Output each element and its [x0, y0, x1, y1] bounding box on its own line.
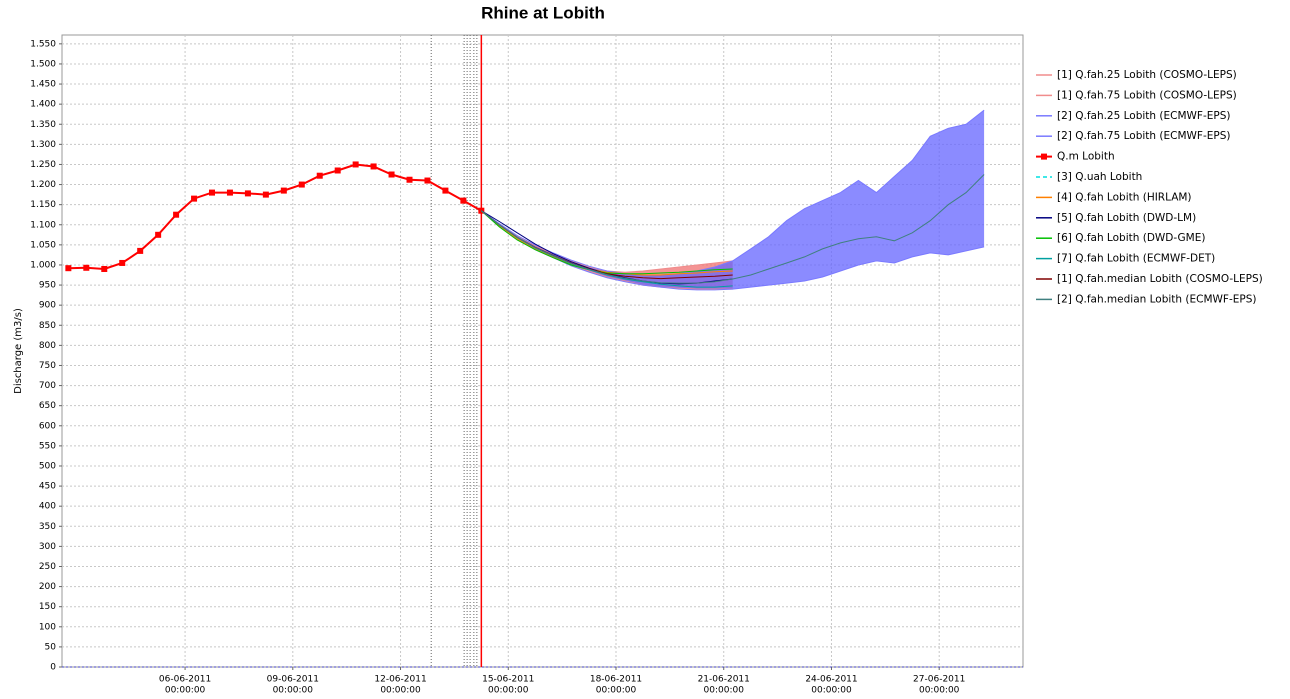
y-tick-label: 1.050: [30, 240, 56, 250]
data-point: [280, 187, 287, 194]
legend-label: [3] Q.uah Lobith: [1057, 171, 1142, 183]
y-tick-label: 500: [39, 461, 56, 471]
band: [481, 210, 733, 290]
x-tick-label: 27-06-2011: [913, 675, 965, 685]
data-point: [352, 161, 359, 168]
y-tick-label: 900: [39, 301, 56, 311]
x-tick-label: 00:00:00: [165, 686, 206, 696]
legend-label: [1] Q.fah.median Lobith (COSMO-LEPS): [1057, 273, 1263, 285]
legend-marker: [1041, 153, 1047, 160]
y-tick-label: 150: [39, 602, 56, 612]
legend-label: [5] Q.fah Lobith (DWD-LM): [1057, 212, 1196, 224]
x-tick-label: 00:00:00: [704, 686, 745, 696]
data-point: [244, 190, 251, 197]
legend-label: Q.m Lobith: [1057, 151, 1115, 163]
data-point: [370, 163, 377, 170]
legend-label: [2] Q.fah.75 Lobith (ECMWF-EPS): [1057, 130, 1230, 142]
y-tick-label: 250: [39, 562, 56, 572]
y-axis-label: Discharge (m3/s): [13, 308, 24, 394]
x-tick-label: 06-06-2011: [159, 675, 211, 685]
y-tick-label: 550: [39, 441, 56, 451]
y-tick-label: 1.250: [30, 160, 56, 170]
y-tick-label: 750: [39, 361, 56, 371]
x-tick-label: 18-06-2011: [590, 675, 642, 685]
series-line: [480, 174, 985, 284]
band: [481, 110, 985, 290]
data-point: [65, 265, 72, 272]
x-tick-label: 00:00:00: [273, 686, 314, 696]
y-tick-label: 1.150: [30, 200, 56, 210]
y-tick-label: 50: [45, 642, 57, 652]
x-tick-label: 00:00:00: [596, 686, 637, 696]
data-point: [460, 197, 467, 204]
x-tick-label: 09-06-2011: [267, 675, 319, 685]
data-point: [442, 187, 449, 194]
y-tick-label: 1.450: [30, 80, 56, 90]
y-tick-label: 1.300: [30, 140, 56, 150]
y-tick-label: 200: [39, 582, 56, 592]
data-point: [119, 259, 126, 266]
data-point: [262, 191, 269, 198]
x-tick-label: 12-06-2011: [374, 675, 426, 685]
data-point: [209, 189, 216, 196]
data-point: [316, 172, 323, 179]
y-tick-label: 1.200: [30, 180, 56, 190]
x-tick-label: 15-06-2011: [482, 675, 534, 685]
legend-label: [6] Q.fah Lobith (DWD-GME): [1057, 232, 1205, 244]
legend-label: [1] Q.fah.75 Lobith (COSMO-LEPS): [1057, 89, 1237, 101]
y-tick-label: 0: [50, 663, 56, 673]
x-tick-label: 00:00:00: [488, 686, 529, 696]
x-tick-label: 24-06-2011: [805, 675, 857, 685]
legend-label: [1] Q.fah.25 Lobith (COSMO-LEPS): [1057, 69, 1237, 81]
y-tick-label: 400: [39, 502, 56, 512]
y-tick-label: 1.550: [30, 39, 56, 49]
series-line: [480, 210, 733, 276]
y-tick-label: 300: [39, 542, 56, 552]
data-point: [406, 176, 413, 183]
data-point: [388, 171, 395, 178]
data-point: [83, 264, 90, 271]
x-tick-label: 00:00:00: [380, 686, 421, 696]
data-point: [334, 167, 341, 174]
y-tick-label: 100: [39, 622, 56, 632]
data-point: [191, 195, 198, 202]
legend-label: [7] Q.fah Lobith (ECMWF-DET): [1057, 253, 1215, 265]
y-tick-label: 950: [39, 281, 56, 291]
data-point: [137, 247, 144, 254]
y-tick-label: 1.400: [30, 100, 56, 110]
series-line: [481, 109, 985, 276]
y-tick-label: 1.000: [30, 260, 56, 270]
y-tick-label: 1.350: [30, 120, 56, 130]
y-tick-label: 1.500: [30, 59, 56, 69]
data-point: [298, 181, 305, 188]
data-point: [424, 177, 431, 184]
legend-label: [2] Q.fah.25 Lobith (ECMWF-EPS): [1057, 110, 1230, 122]
x-tick-label: 21-06-2011: [698, 675, 750, 685]
legend-label: [4] Q.fah Lobith (HIRLAM): [1057, 191, 1192, 203]
x-tick-label: 00:00:00: [919, 686, 960, 696]
y-tick-label: 850: [39, 321, 56, 331]
x-tick-label: 00:00:00: [811, 686, 852, 696]
y-tick-label: 650: [39, 401, 56, 411]
y-tick-label: 700: [39, 381, 56, 391]
y-tick-label: 600: [39, 421, 56, 431]
data-point: [101, 265, 108, 272]
y-tick-label: 800: [39, 341, 56, 351]
y-tick-label: 450: [39, 482, 56, 492]
y-tick-label: 1.100: [30, 220, 56, 230]
data-point: [226, 189, 233, 196]
data-point: [155, 231, 162, 238]
series-line: [480, 210, 733, 275]
chart-title: Rhine at Lobith: [481, 3, 605, 22]
legend-label: [2] Q.fah.median Lobith (ECMWF-EPS): [1057, 293, 1256, 305]
data-point: [173, 211, 180, 218]
y-tick-label: 350: [39, 522, 56, 532]
